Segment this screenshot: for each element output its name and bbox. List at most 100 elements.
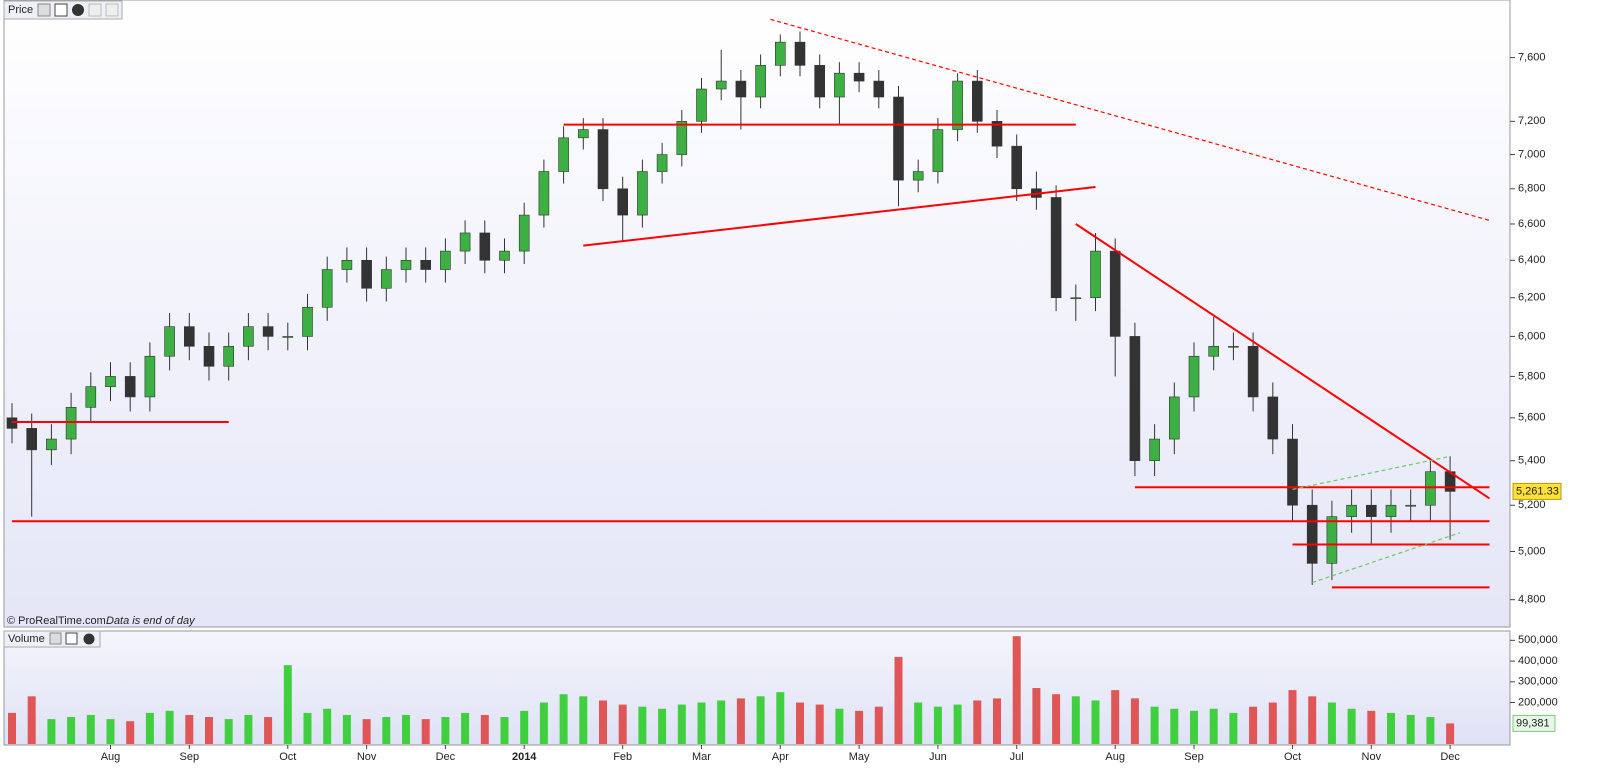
y-tick-label: 6,000 (1518, 330, 1546, 342)
volume-bar (1150, 706, 1159, 744)
y-tick-label: 500,000 (1518, 634, 1558, 646)
volume-bar (1170, 708, 1179, 744)
down-icon[interactable] (105, 3, 119, 17)
volume-bar (638, 706, 647, 744)
candle-body (735, 80, 747, 98)
candle-body (6, 417, 18, 429)
last-price-box (1512, 482, 1562, 500)
candle-body (420, 259, 432, 270)
volume-bar (1268, 702, 1277, 744)
candle-body (26, 428, 38, 451)
candle-body (361, 259, 372, 289)
last-volume-label: 99,381 (1516, 717, 1550, 729)
candle-body (577, 129, 589, 139)
candle-body (834, 72, 845, 98)
price-pane (3, 0, 1511, 628)
candle-body (755, 65, 766, 98)
candle-body (223, 345, 234, 367)
note: Data is end of day (106, 615, 196, 627)
candle-body (853, 72, 865, 82)
y-tick-label: 7,200 (1518, 115, 1546, 127)
candle-body (1109, 250, 1121, 337)
candle-body (952, 80, 963, 130)
volume-bar (67, 717, 76, 744)
volume-bar (697, 702, 706, 744)
candle-body (164, 326, 175, 357)
volume-bar (1229, 712, 1238, 744)
candle-body (538, 171, 550, 216)
candle-body (1188, 355, 1200, 398)
candle-body (873, 80, 885, 98)
trend-line (1312, 532, 1461, 584)
volume-bar (47, 719, 56, 744)
candle-body (203, 345, 215, 367)
volume-bar (855, 710, 864, 744)
volume-bar (796, 702, 804, 744)
volume-bar (520, 710, 529, 744)
candle-body (1366, 504, 1377, 517)
candle-body (1090, 250, 1101, 299)
volume-title: Volume (8, 633, 45, 645)
y-tick-label: 200,000 (1518, 696, 1558, 708)
volume-bar (126, 721, 135, 744)
candle-body (971, 80, 983, 122)
y-tick-label: 6,400 (1518, 254, 1546, 266)
volume-bar (599, 700, 607, 744)
volume-bar (480, 714, 489, 744)
candle-body (1306, 504, 1318, 564)
volume-bar (323, 708, 332, 744)
last-volume-box (1512, 714, 1556, 732)
x-tick-label: Dec (1440, 751, 1460, 763)
volume-bar (973, 700, 982, 744)
candle-body (124, 376, 136, 398)
x-tick-label: Sep (1184, 751, 1204, 763)
up-icon[interactable] (88, 3, 102, 17)
x-tick-label: Jun (929, 751, 947, 763)
y-tick-label: 4,800 (1518, 594, 1546, 606)
volume-bar (1209, 708, 1218, 744)
candle-body (1346, 504, 1357, 517)
candle-body (1228, 345, 1239, 348)
x-tick-label: Apr (772, 751, 789, 763)
y-tick-label: 7,600 (1518, 51, 1546, 63)
volume-bar (461, 712, 470, 744)
y-tick-label: 5,200 (1518, 499, 1546, 511)
volume-bar (776, 692, 785, 744)
volume-bar (185, 714, 194, 744)
volume-bar (283, 665, 292, 744)
candle-body (637, 171, 648, 216)
candle-body (1247, 345, 1259, 398)
candle-body (1326, 516, 1338, 564)
volume-bar (835, 708, 844, 744)
close-icon[interactable] (72, 4, 84, 16)
candle-body (991, 121, 1003, 147)
volume-bar (736, 698, 745, 744)
candle-body (85, 386, 97, 408)
volume-bar (264, 717, 273, 744)
close-icon[interactable] (83, 633, 95, 645)
candle-body (1011, 145, 1023, 190)
settings-icon[interactable] (37, 3, 51, 17)
volume-bar (1012, 636, 1021, 744)
candle-body (1208, 345, 1219, 357)
trend-line (1292, 455, 1451, 491)
y-tick-label: 5,000 (1518, 545, 1546, 557)
volume-bar (1032, 688, 1041, 744)
candle-body (282, 336, 294, 338)
volume-bar (1249, 706, 1258, 744)
candle-body (932, 129, 944, 172)
candle-body (1169, 396, 1180, 440)
candle-body (558, 137, 569, 172)
plots (6, 18, 1491, 744)
candle-body (794, 41, 806, 66)
volume-bar (1367, 710, 1376, 744)
candle-body (518, 214, 530, 252)
x-tick-label: May (849, 751, 870, 763)
settings-icon[interactable] (49, 632, 62, 645)
window-icon[interactable] (65, 632, 78, 645)
candle-body (1149, 438, 1160, 462)
volume-bar (441, 717, 450, 744)
x-tick-label: Feb (613, 751, 632, 763)
x-tick-label: Jul (1010, 751, 1024, 763)
window-icon[interactable] (54, 3, 68, 17)
